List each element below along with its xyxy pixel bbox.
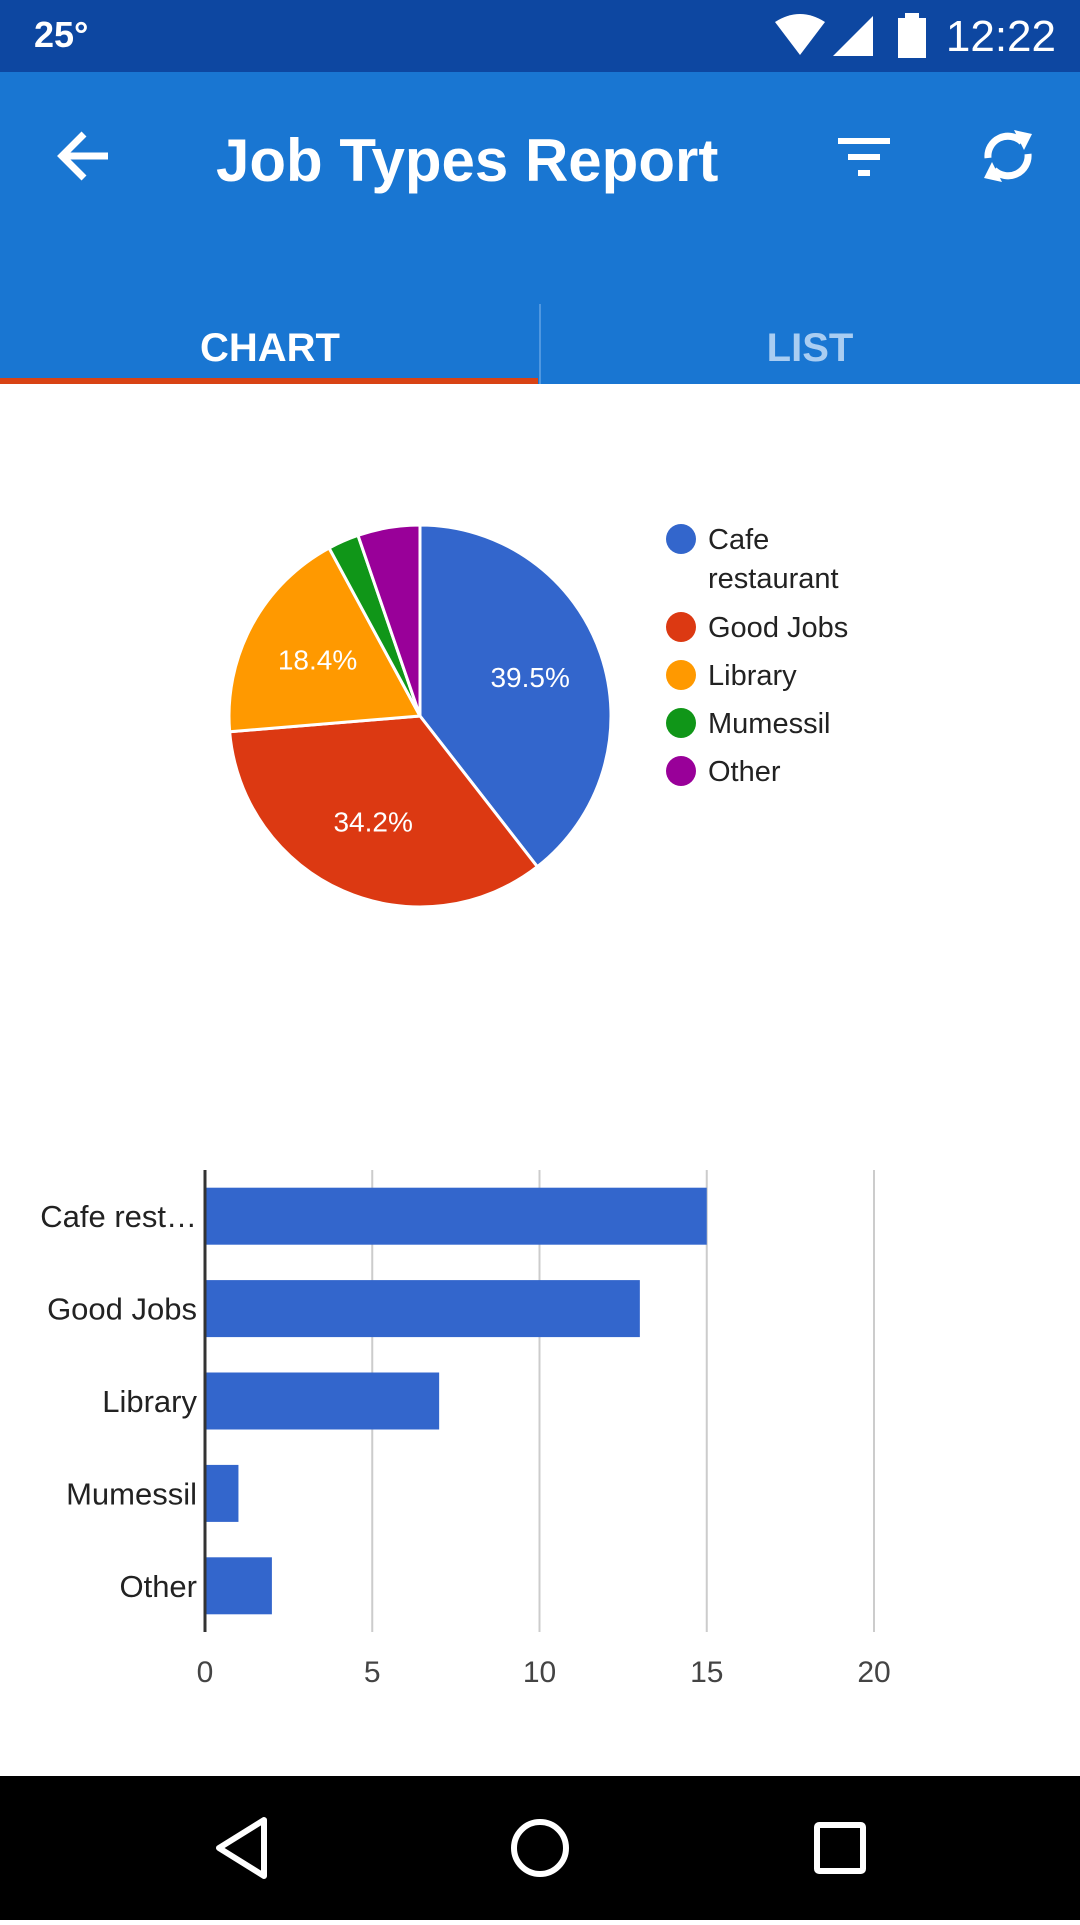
y-category-label-4: Mumessil [66,1476,197,1511]
legend-swatch-1 [666,524,696,554]
bar-chart: 0 5 10 15 20 Cafe rest… Good Jobs Library Mumess… [40,1170,891,1689]
y-category-label-5: Other [119,1569,197,1604]
pie-slice-label-3: 18.4% [278,645,357,676]
app-bar: Job Types Report CHART LIST [0,72,1080,394]
battery-icon [898,18,926,58]
y-category-label-3: Library [102,1384,197,1419]
legend-swatch-5 [666,756,696,786]
pie-slice-5 [356,523,422,717]
temperature: 25° [34,14,89,55]
legend-label-4: Mumessil [708,708,830,740]
pie-slice-2 [228,714,540,909]
y-category-label-2: Good Jobs [47,1292,197,1327]
pie-slice-1 [418,523,613,869]
tab-indicator [0,378,538,385]
legend-label-5: Other [708,756,781,788]
refresh-button[interactable] [958,106,1058,206]
legend-label-1: restaurant [708,563,839,595]
recents-square-icon[interactable] [814,1822,866,1874]
pie-legend: Cafe restaurant Good Jobs Library Mumessil Ot… [666,524,848,788]
legend-label-3: Library [708,660,797,692]
back-button[interactable] [34,106,134,206]
tab-bar: CHART LIST [0,304,1080,394]
tab-chart[interactable]: CHART [200,326,340,370]
legend-label-2: Good Jobs [708,612,848,644]
pie-slice-3 [227,545,423,734]
x-tick-label-10: 10 [523,1656,556,1689]
tab-list[interactable]: LIST [766,326,854,370]
bar-4 [205,1464,239,1522]
nav-icons [216,1817,866,1879]
bar-3 [205,1372,440,1430]
charts-canvas: 39.5% 34.2% 18.4% Cafe restaurant Good Jobs L… [40,523,891,1689]
signal-icon [833,16,873,56]
navigation-bar [0,1776,1080,1920]
status-icons [775,13,926,58]
home-circle-icon[interactable] [511,1819,569,1877]
page-title: Job Types Report [216,127,719,194]
legend-swatch-3 [666,660,696,690]
filter-button[interactable] [814,106,914,206]
legend-swatch-2 [666,612,696,642]
y-category-label-1: Cafe rest… [40,1199,197,1234]
pie-chart: 39.5% 34.2% 18.4% [227,523,613,909]
x-tick-label-15: 15 [690,1656,723,1689]
chart-content: 39.5% 34.2% 18.4% Cafe restaurant Good Jobs L… [0,384,1080,1776]
legend-swatch-4 [666,708,696,738]
back-arrow-icon [57,131,108,181]
filter-icon [838,138,890,176]
bar-2 [205,1280,640,1338]
bar-5 [205,1557,272,1615]
x-tick-label-0: 0 [197,1656,214,1689]
bar-1 [205,1187,707,1245]
clock: 12:22 [945,12,1056,61]
wifi-icon [775,14,825,55]
pie-slice-label-1: 39.5% [490,662,569,693]
legend-label-1: Cafe [708,524,769,556]
x-tick-label-5: 5 [364,1656,381,1689]
tab-divider [539,304,541,394]
status-bar: 25° 12:22 [0,0,1080,72]
x-tick-label-20: 20 [857,1656,890,1689]
back-triangle-icon[interactable] [216,1817,267,1879]
refresh-icon [984,130,1032,182]
pie-slice-label-2: 34.2% [333,807,412,838]
